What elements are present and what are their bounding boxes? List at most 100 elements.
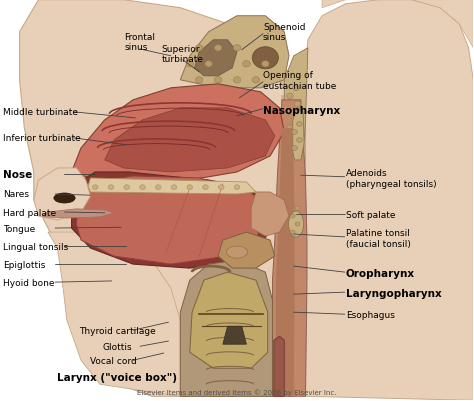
Circle shape <box>219 185 224 190</box>
Circle shape <box>286 199 297 208</box>
Text: Tongue: Tongue <box>3 224 35 233</box>
Circle shape <box>295 223 300 227</box>
Text: Frontal
sinus: Frontal sinus <box>125 33 155 52</box>
Circle shape <box>294 323 303 331</box>
Circle shape <box>294 347 303 355</box>
Circle shape <box>286 322 297 332</box>
Polygon shape <box>282 342 306 361</box>
Circle shape <box>108 185 114 190</box>
Circle shape <box>286 273 297 282</box>
Text: Esophagus: Esophagus <box>346 310 394 319</box>
Polygon shape <box>76 176 265 264</box>
Polygon shape <box>48 233 180 396</box>
Circle shape <box>140 185 146 190</box>
Circle shape <box>295 207 300 211</box>
Polygon shape <box>105 109 275 172</box>
Circle shape <box>297 122 302 127</box>
Circle shape <box>286 371 297 381</box>
Polygon shape <box>180 17 289 89</box>
Polygon shape <box>276 129 295 396</box>
Circle shape <box>292 146 298 151</box>
Text: Superior
turbinate: Superior turbinate <box>162 45 204 64</box>
Circle shape <box>294 372 303 380</box>
Polygon shape <box>282 317 306 336</box>
Polygon shape <box>72 172 275 268</box>
Circle shape <box>294 273 303 282</box>
Circle shape <box>186 61 193 68</box>
Circle shape <box>294 175 303 183</box>
Text: Palatine tonsil
(faucial tonsil): Palatine tonsil (faucial tonsil) <box>346 229 410 248</box>
Circle shape <box>233 45 241 52</box>
Circle shape <box>286 346 297 356</box>
Polygon shape <box>282 367 306 385</box>
Polygon shape <box>282 243 306 262</box>
Polygon shape <box>274 336 284 396</box>
Circle shape <box>286 297 297 307</box>
Circle shape <box>293 86 300 91</box>
Circle shape <box>214 77 222 84</box>
Polygon shape <box>190 272 268 369</box>
Text: Sphenoid
sinus: Sphenoid sinus <box>263 23 306 43</box>
Circle shape <box>171 185 177 190</box>
Text: Nares: Nares <box>3 190 29 199</box>
Circle shape <box>252 77 260 84</box>
Polygon shape <box>43 209 114 219</box>
Polygon shape <box>282 71 306 90</box>
Text: Larynx ("voice box"): Larynx ("voice box") <box>57 372 177 382</box>
Circle shape <box>297 138 302 143</box>
Text: Elsevier Items and derived items © 2006 by Elsevier Inc.: Elsevier Items and derived items © 2006 … <box>137 389 337 395</box>
Circle shape <box>294 101 303 109</box>
Ellipse shape <box>289 211 304 237</box>
Circle shape <box>294 76 303 84</box>
Circle shape <box>287 110 293 115</box>
Polygon shape <box>306 1 474 400</box>
Polygon shape <box>282 170 306 188</box>
Polygon shape <box>72 85 284 184</box>
Text: Opening of
eustachian tube: Opening of eustachian tube <box>263 71 337 90</box>
Circle shape <box>124 185 129 190</box>
Polygon shape <box>273 101 307 396</box>
Circle shape <box>293 134 300 140</box>
Polygon shape <box>293 109 304 160</box>
Polygon shape <box>194 41 237 77</box>
Circle shape <box>294 298 303 306</box>
Circle shape <box>294 224 303 232</box>
Circle shape <box>294 150 303 158</box>
Circle shape <box>214 45 222 52</box>
Text: Oropharynx: Oropharynx <box>346 268 415 278</box>
Circle shape <box>195 45 203 52</box>
Polygon shape <box>251 192 289 237</box>
Polygon shape <box>282 194 306 213</box>
Circle shape <box>187 185 192 190</box>
Polygon shape <box>88 178 256 194</box>
Polygon shape <box>282 120 306 139</box>
Circle shape <box>286 248 297 257</box>
Polygon shape <box>180 260 273 396</box>
Circle shape <box>286 174 297 184</box>
Text: Laryngopharynx: Laryngopharynx <box>346 288 441 298</box>
Text: Vocal cord: Vocal cord <box>91 356 137 365</box>
Circle shape <box>287 126 293 132</box>
Circle shape <box>262 61 269 68</box>
Polygon shape <box>282 145 306 164</box>
Ellipse shape <box>54 194 75 203</box>
Text: Nasopharynx: Nasopharynx <box>263 105 340 115</box>
Circle shape <box>155 185 161 190</box>
Circle shape <box>294 200 303 207</box>
Circle shape <box>286 75 297 85</box>
Circle shape <box>205 61 212 68</box>
Circle shape <box>286 142 292 147</box>
Circle shape <box>286 125 297 134</box>
Text: Hyoid bone: Hyoid bone <box>3 278 55 287</box>
Ellipse shape <box>252 48 278 70</box>
Polygon shape <box>223 326 246 344</box>
Text: Inferior turbinate: Inferior turbinate <box>3 134 81 143</box>
Text: Hard palate: Hard palate <box>3 208 56 217</box>
Circle shape <box>291 215 295 219</box>
Text: Soft palate: Soft palate <box>346 210 395 219</box>
Text: Middle turbinate: Middle turbinate <box>3 108 78 117</box>
Text: Adenoids
(pharyngeal tonsils): Adenoids (pharyngeal tonsils) <box>346 169 437 188</box>
Polygon shape <box>322 1 474 49</box>
Polygon shape <box>282 95 306 114</box>
Polygon shape <box>19 1 294 396</box>
